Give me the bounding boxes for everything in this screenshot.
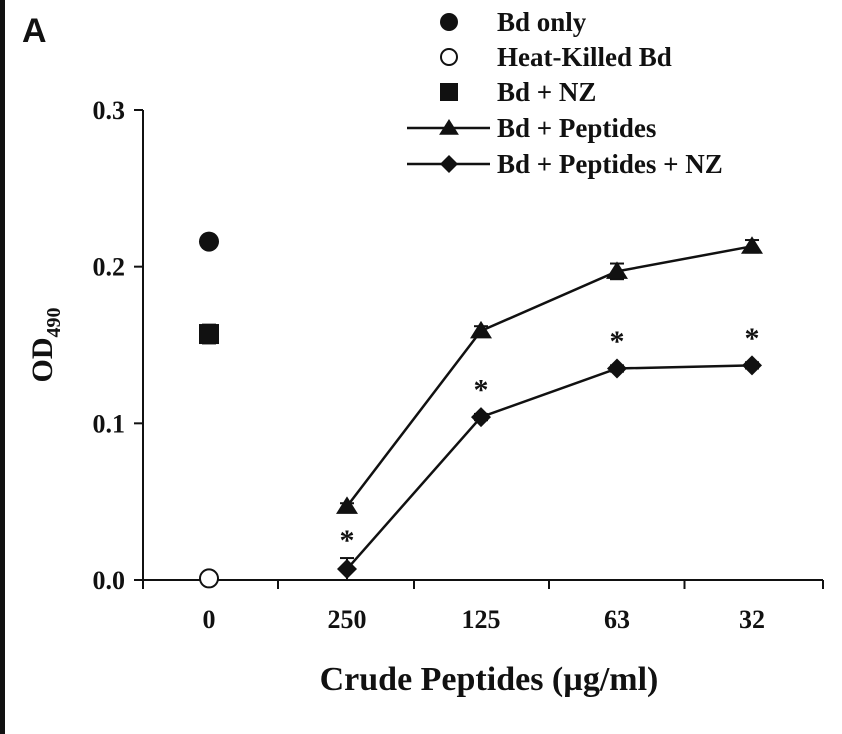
significance-asterisk: * [610,325,625,358]
left-border-bar [0,0,5,734]
data-point-bd-peptides [470,320,492,339]
y-axis-label-subscript: 490 [43,308,65,338]
x-tick-label: 0 [203,605,216,634]
legend-label-bd-peptides-nz: Bd + Peptides + NZ [497,149,723,179]
data-point-bd-nz [199,324,219,345]
y-tick-label: 0.2 [93,253,126,282]
legend-marker-bd-peptides [439,119,459,135]
y-tick-label: 0.1 [93,409,126,438]
chart-legend: Bd only Heat-Killed Bd Bd + NZ Bd + Peptide… [407,7,723,179]
legend-marker-bd-only [440,13,458,31]
data-point-heat-killed-bd [199,568,219,589]
legend-label-bd-peptides: Bd + Peptides [497,113,656,143]
significance-asterisk: * [340,524,355,557]
data-point-bd-peptides-nz [471,407,491,428]
legend-marker-bd-nz [440,83,458,101]
y-axis-label-main: OD [26,338,59,383]
legend-marker-bd-peptides-nz [440,155,458,173]
y-tick-label: 0.3 [93,96,126,125]
data-point-bd-peptides [741,236,763,254]
legend-marker-heat-killed-bd [440,48,458,66]
significance-annotations: * * * * [340,322,760,557]
data-point-bd-peptides-nz [337,559,357,580]
legend-label-bd-nz: Bd + NZ [497,77,596,107]
series-line-bd-peptides-nz [346,364,753,570]
data-point-bd-peptides-nz [742,355,762,376]
x-tick-label: 250 [328,605,367,634]
y-axis-label: OD490 [26,308,65,383]
data-markers [199,231,763,589]
chart-axes: 0.0 0.1 0.2 0.3 0 250 125 63 32 [93,96,824,634]
x-tick-label: 125 [462,605,501,634]
y-tick-label: 0.0 [93,566,126,595]
significance-asterisk: * [474,374,489,407]
significance-asterisk: * [745,322,760,355]
legend-label-bd-only: Bd only [497,7,587,37]
x-tick-label: 63 [604,605,630,634]
data-point-bd-peptides [336,496,358,514]
series-lines [346,245,753,570]
x-tick-label: 32 [739,605,765,634]
data-point-bd-peptides-nz [607,358,627,379]
data-point-bd-only [199,231,219,252]
panel-label: A [22,12,47,50]
data-point-bd-peptides [606,261,628,279]
series-line-bd-peptides [346,245,753,508]
x-axis-label: Crude Peptides (µg/ml) [320,661,659,698]
legend-label-heat-killed-bd: Heat-Killed Bd [497,42,672,72]
